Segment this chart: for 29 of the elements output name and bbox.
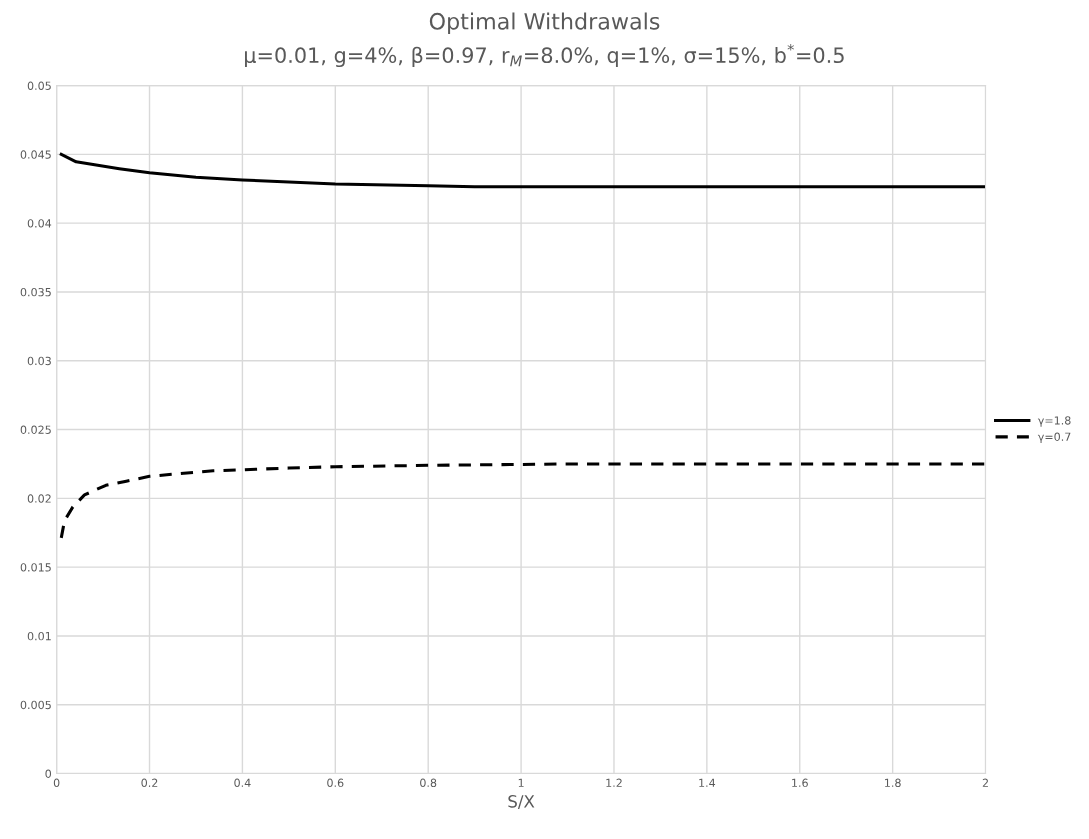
y-tick-label: 0.025 [20,425,51,434]
x-tick-label: 0.2 [141,778,158,788]
x-tick-label: 1.2 [606,778,622,787]
x-tick-label: 0 [53,778,60,788]
y-tick-label: 0.045 [20,150,51,159]
y-tick-label: 0.035 [20,287,51,297]
y-tick-label: 0.01 [27,631,51,641]
x-tick-label: 0.8 [420,778,437,788]
y-tick-label: 0.03 [27,356,51,366]
legend-label: γ=0.7 [1037,432,1071,444]
chart-title: Optimal Withdrawals [429,12,660,34]
x-tick-label: 1.4 [699,778,716,787]
y-tick-label: 0.02 [27,494,51,503]
x-tick-label: 0.4 [234,778,251,788]
legend-label: γ=1.8 [1037,416,1071,427]
x-tick-label: 2 [982,778,988,787]
y-tick-label: 0.04 [27,219,52,228]
line-series [59,462,986,540]
x-axis-title: S/X [508,795,535,809]
y-tick-label: 0.005 [20,700,51,710]
x-tick-label: 1.6 [792,778,808,788]
x-tick-label: 1 [518,778,524,787]
x-tick-label: 0.6 [327,778,344,788]
chart-subtitle: μ=0.01, g=4%, β=0.97, r$_{M}$=8.0%, q=1%, σ=15%, b$^{*}$=0.5 [245,43,844,68]
y-tick-label: 0.05 [27,81,51,90]
x-tick-label: 1.8 [885,778,901,788]
y-tick-label: 0.015 [20,563,51,572]
line-series [59,152,986,189]
y-tick-label: 0 [45,769,52,778]
